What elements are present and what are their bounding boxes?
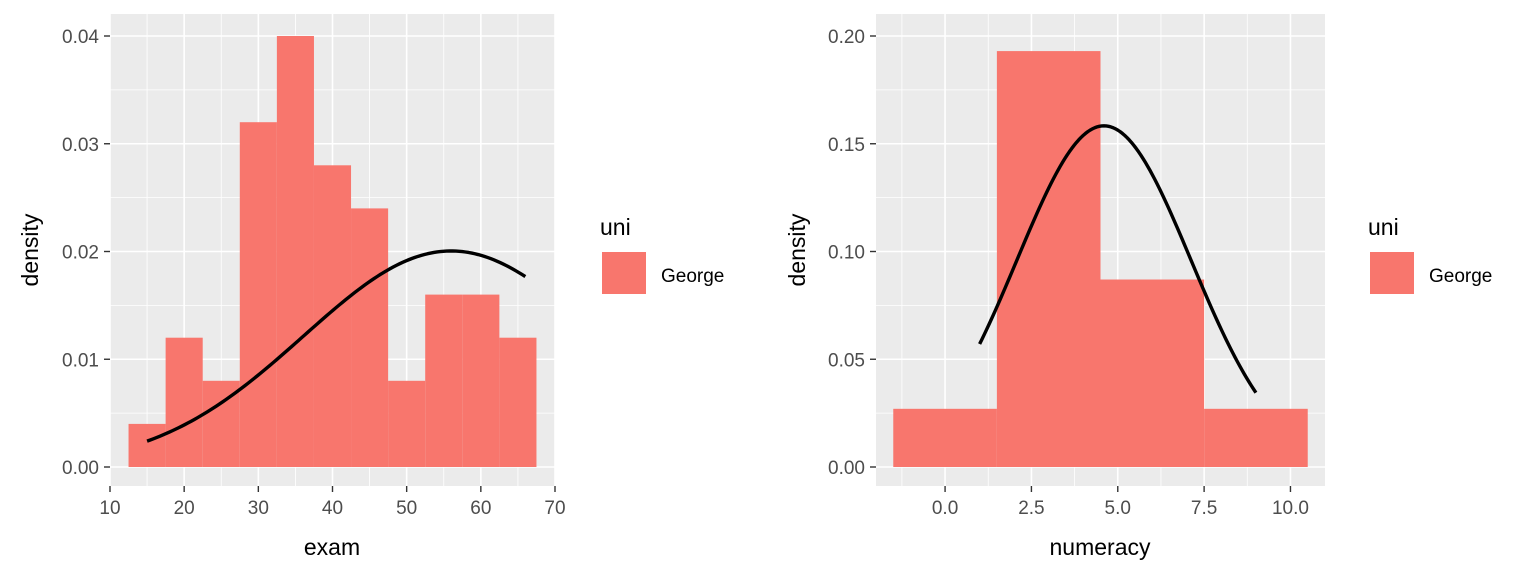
legend-label-george-numeracy: George xyxy=(1429,266,1492,287)
histogram-bar xyxy=(276,36,314,467)
y-tick-label: 0.02 xyxy=(62,243,99,264)
x-tick-label: 70 xyxy=(544,498,565,519)
y-tick-label: 0.05 xyxy=(828,350,865,371)
x-tick-label: 60 xyxy=(470,498,491,519)
histogram-bar xyxy=(351,208,389,467)
histogram-bar xyxy=(996,51,1101,468)
x-tick-label: 50 xyxy=(396,498,417,519)
histogram-bar xyxy=(1100,279,1205,467)
x-tick-label: 5.0 xyxy=(1105,498,1131,519)
legend-title-exam: uni xyxy=(600,214,631,240)
x-tick-label: 2.5 xyxy=(1018,498,1044,519)
x-tick-label: 10.0 xyxy=(1272,498,1309,519)
histogram-bar xyxy=(313,165,352,468)
legend-numeracy: uni George xyxy=(1368,214,1492,294)
chart-numeracy: 0.0 2.5 5.0 7.5 10.0 0.00 0.05 0.10 0.15 0.20 nu… xyxy=(784,14,1492,560)
y-tick-label: 0.01 xyxy=(62,350,99,371)
x-tick-label: 10 xyxy=(99,498,120,519)
histogram-bar xyxy=(893,408,997,467)
legend-exam: uni George xyxy=(600,214,724,294)
legend-key-george-exam xyxy=(602,252,646,294)
histogram-bar xyxy=(1204,408,1308,467)
x-axis-numeracy: 0.0 2.5 5.0 7.5 10.0 xyxy=(932,486,1309,519)
legend-label-george-exam: George xyxy=(661,266,724,287)
histogram-bar xyxy=(499,337,537,467)
y-tick-label: 0.04 xyxy=(62,27,99,48)
y-tick-label: 0.00 xyxy=(62,458,99,479)
legend-title-numeracy: uni xyxy=(1368,214,1399,240)
histogram-bar xyxy=(425,294,463,467)
chart-exam: 10 20 30 40 50 60 70 0.00 0.01 0.02 0.03 0.04 exam… xyxy=(17,14,724,560)
y-tick-label: 0.03 xyxy=(62,135,99,156)
histogram-bar xyxy=(462,294,500,467)
y-axis-title-exam: density xyxy=(17,213,43,286)
histogram-bars-numeracy xyxy=(893,51,1308,468)
legend-key-george-numeracy xyxy=(1370,252,1414,294)
density-curve-numeracy xyxy=(978,124,1258,394)
y-axis-title-numeracy: density xyxy=(784,213,810,286)
x-tick-label: 0.0 xyxy=(932,498,958,519)
histogram-bar xyxy=(239,122,277,467)
x-tick-label: 40 xyxy=(322,498,343,519)
x-tick-label: 30 xyxy=(248,498,269,519)
histogram-bar xyxy=(388,380,426,467)
y-tick-label: 0.10 xyxy=(828,243,865,264)
histogram-bar xyxy=(165,337,203,467)
density-curve-exam xyxy=(146,249,527,443)
y-axis-exam: 0.00 0.01 0.02 0.03 0.04 xyxy=(62,27,110,479)
y-axis-numeracy: 0.00 0.05 0.10 0.15 0.20 xyxy=(828,27,876,479)
x-axis-title-numeracy: numeracy xyxy=(1050,534,1151,560)
density-curve-line xyxy=(146,249,527,443)
x-tick-label: 7.5 xyxy=(1191,498,1217,519)
density-curve-line xyxy=(978,124,1258,394)
y-tick-label: 0.15 xyxy=(828,135,865,156)
histogram-bars-exam xyxy=(128,36,537,468)
histogram-bar xyxy=(128,423,166,467)
x-axis-exam: 10 20 30 40 50 60 70 xyxy=(99,486,566,519)
y-tick-label: 0.20 xyxy=(828,27,865,48)
x-tick-label: 20 xyxy=(174,498,195,519)
y-tick-label: 0.00 xyxy=(828,458,865,479)
x-axis-title-exam: exam xyxy=(304,534,360,560)
